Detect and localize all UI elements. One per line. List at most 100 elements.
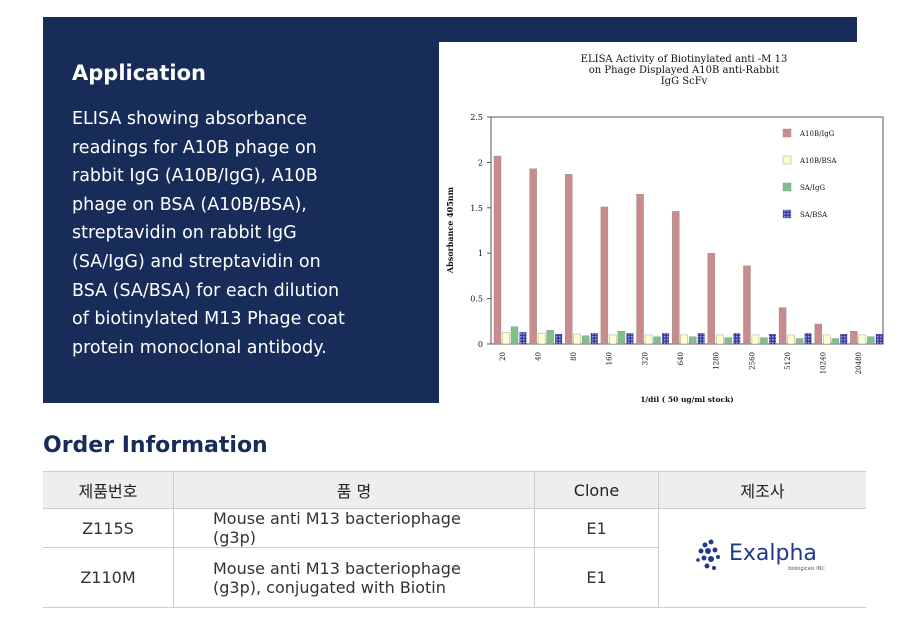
y-tick-label: 2: [478, 158, 483, 167]
section-title: Order Information: [43, 433, 268, 458]
header-cell: 제조사: [658, 471, 866, 509]
maker-cell: Exalpha biologicals INC: [658, 508, 866, 608]
bar: [600, 206, 609, 345]
legend-label: A10B/BSA: [799, 157, 837, 165]
x-tick-label: 40: [534, 352, 542, 361]
bar: [850, 331, 858, 345]
bar: [590, 333, 598, 344]
bar: [573, 333, 581, 345]
bar: [875, 334, 883, 344]
body-line: readings for A10B phage on: [72, 137, 317, 158]
x-tick-label: 640: [677, 352, 685, 365]
bar: [617, 331, 626, 345]
bar: [502, 331, 510, 345]
body-line: protein monoclonal antibody.: [72, 337, 327, 358]
body-line: ELISA showing absorbance: [72, 109, 307, 129]
x-tick-label: 2560: [748, 352, 756, 370]
legend-label: SA/BSA: [800, 211, 828, 219]
bar: [582, 335, 590, 345]
bar: [733, 333, 741, 344]
legend-swatch: [782, 128, 792, 138]
body-line: of biotinylated M13 Phage coat: [72, 309, 345, 330]
chart-background: [439, 42, 891, 413]
legend-swatch: [782, 155, 792, 165]
bar: [688, 336, 697, 345]
y-tick-label: 0: [478, 340, 483, 349]
bar: [840, 334, 848, 344]
order-table: 제품번호 품 명 Clone 제조사 Z115S Mouse anti M13 …: [43, 471, 866, 608]
body-line: (SA/IgG) and streptavidin on: [72, 252, 321, 272]
bar: [787, 334, 795, 345]
bar: [768, 334, 776, 344]
y-tick-label: 1: [478, 249, 483, 258]
bar: [697, 333, 705, 344]
bar: [546, 330, 554, 345]
cell: Mouse anti M13 bacteriophage (g3p), conj…: [173, 547, 535, 608]
cell: E1: [534, 508, 659, 548]
bar: [831, 338, 839, 345]
x-tick-label: 5120: [784, 352, 792, 370]
bar: [644, 334, 653, 345]
cell: Mouse anti M13 bacteriophage (g3p): [173, 508, 535, 548]
row: Z110M Mouse anti M13 bacteriophage (g3p)…: [43, 547, 866, 608]
legend-label: A10B/IgG: [799, 130, 835, 138]
bar: [529, 168, 537, 345]
chart-title: on Phage Displayed A10B anti-Rabbit: [589, 65, 780, 76]
bar: [751, 334, 760, 345]
chart-title: ELISA Activity of Biotinylated anti -M 1…: [581, 54, 788, 65]
row: Z115S Mouse anti M13 bacteriophage (g3p)…: [43, 508, 866, 608]
bar: [609, 334, 617, 345]
bar: [867, 336, 875, 345]
y-tick-label: 1.5: [470, 204, 483, 213]
bar: [716, 334, 724, 345]
bar: [537, 332, 546, 345]
x-tick-label: 320: [641, 352, 649, 365]
body-line: streptavidin on rabbit IgG: [72, 223, 297, 244]
bar: [795, 338, 804, 345]
application-panel: Application ELISA showing absorbance read…: [43, 17, 891, 413]
bar: [671, 211, 680, 345]
header-cell: 품 명: [173, 471, 535, 509]
bar: [626, 333, 634, 344]
y-tick-label: 2.5: [470, 113, 483, 122]
logo-name: Exalpha: [729, 541, 817, 566]
body-line: BSA (SA/BSA) for each dilution: [72, 280, 340, 301]
body-line: phage on BSA (A10B/BSA),: [72, 194, 307, 215]
logo-icon: [695, 539, 720, 570]
chart-title: IgG ScFv: [661, 76, 708, 87]
y-tick-label: 0.5: [470, 295, 483, 304]
bar: [565, 174, 573, 345]
x-tick-label: 10240: [820, 352, 828, 374]
x-tick-label: 80: [570, 352, 578, 361]
body-line: rabbit IgG (A10B/IgG), A10B: [72, 166, 318, 187]
bar: [680, 334, 688, 345]
header-cell: 제품번호: [43, 471, 174, 509]
logo: Exalpha biologicals INC: [695, 539, 825, 572]
bar: [662, 333, 670, 344]
bar: [760, 337, 768, 345]
bar: [510, 326, 519, 345]
cell: Z110M: [43, 547, 174, 608]
section-title: Application: [72, 61, 206, 85]
y-axis-label: Absorbance 405nm: [445, 186, 455, 274]
x-tick-label: 20480: [855, 352, 863, 374]
cell: E1: [534, 547, 659, 608]
logo-tagline: biologicals INC: [788, 566, 825, 572]
x-axis-label: 1/dil ( 50 ug/ml stock): [640, 395, 734, 404]
header-cell: Clone: [534, 471, 659, 509]
legend-swatch: [782, 209, 792, 219]
bar: [493, 155, 502, 345]
bar: [858, 334, 867, 345]
bar: [743, 265, 751, 345]
bar: [707, 252, 716, 345]
bar: [724, 337, 733, 345]
header-row: 제품번호 품 명 Clone 제조사: [43, 471, 866, 509]
bar: [804, 333, 812, 344]
bar: [653, 336, 661, 345]
legend-label: SA/IgG: [800, 184, 825, 192]
bar: [636, 193, 644, 345]
bar: [814, 323, 822, 345]
x-tick-label: 1280: [713, 352, 721, 370]
legend-swatch: [782, 182, 792, 192]
